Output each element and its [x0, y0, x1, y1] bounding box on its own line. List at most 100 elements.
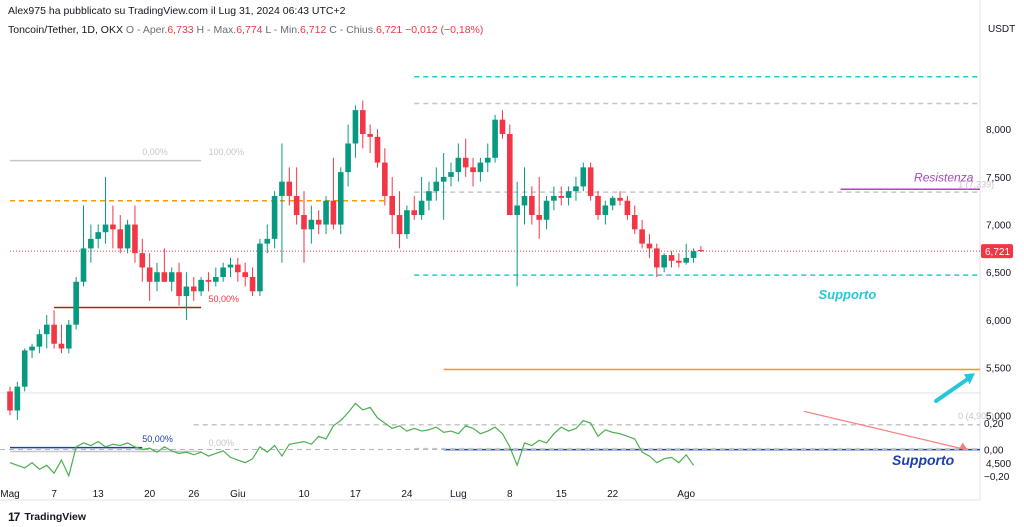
candle-body	[58, 343, 65, 349]
x-tick-label: 15	[556, 489, 568, 500]
candle-body	[205, 279, 212, 282]
last-price-label: 6,721	[985, 247, 1010, 258]
candle-body	[286, 181, 293, 196]
candle-body	[264, 238, 271, 244]
oscillator-trend-line	[803, 410, 966, 451]
candle-body	[66, 324, 72, 349]
candle-body	[418, 200, 425, 216]
x-tick-label: 7	[51, 489, 57, 500]
candle-body	[587, 167, 594, 196]
candle-body	[198, 279, 204, 292]
close-label: C - Chius.	[329, 24, 376, 36]
annotation-text: 100,00%	[208, 147, 244, 157]
publish-info: Alex975 ha pubblicato su TradingView.com…	[8, 5, 346, 17]
candle-body	[117, 229, 124, 249]
candle-body	[124, 224, 131, 249]
candle-body	[382, 162, 388, 196]
osc-tick-label: 0,00	[984, 446, 1004, 457]
open-label: O - Aper.	[125, 24, 168, 36]
candle-body	[176, 272, 182, 297]
candle-body	[14, 386, 21, 411]
candle-body	[227, 264, 234, 268]
candle-body	[477, 162, 484, 173]
candle-body	[220, 267, 226, 277]
candle-body	[580, 167, 587, 187]
candle-body	[235, 264, 241, 273]
candle-body	[21, 350, 28, 387]
candle-body	[492, 119, 498, 158]
candle-body	[161, 272, 168, 282]
low-value: 6,712	[300, 24, 327, 36]
currency-label: USDT	[988, 24, 1015, 35]
x-tick-label: 24	[401, 489, 413, 500]
candle-body	[646, 243, 653, 249]
candle-body	[602, 205, 609, 216]
candle-body	[396, 215, 403, 235]
candle-body	[29, 346, 35, 351]
x-tick-label: 17	[350, 489, 362, 500]
arrow-head-icon	[963, 373, 975, 385]
candle-body	[154, 272, 160, 282]
candle-body	[337, 172, 344, 225]
candle-body	[213, 277, 219, 282]
close-value: 6,721	[375, 24, 403, 36]
y-tick-label: 5,000	[986, 411, 1011, 422]
candle-body	[183, 286, 190, 297]
candle-body	[514, 205, 520, 216]
candle-body	[249, 277, 256, 292]
candle-body	[257, 243, 263, 292]
candle-body	[624, 200, 631, 216]
candle-body	[631, 215, 638, 230]
candle-body	[433, 181, 440, 192]
annotation-text: Supporto	[819, 287, 877, 302]
x-tick-label: 22	[607, 489, 619, 500]
annotation-text: 50,00%	[142, 434, 173, 444]
candle-body	[470, 167, 476, 173]
annotation-text: 0,00%	[208, 438, 234, 448]
candle-body	[293, 195, 300, 216]
arrow-icon	[934, 376, 971, 403]
symbol-legend: Toncoin/Tether, 1D, OKX O - Aper.6,733 H…	[8, 24, 483, 36]
candle-body	[661, 255, 667, 268]
candle-body	[36, 334, 43, 347]
open-value: 6,733	[167, 24, 194, 36]
y-tick-label: 6,000	[986, 316, 1011, 327]
annotation-text: 1 (7,339)	[958, 179, 994, 189]
x-tick-label: 20	[144, 489, 156, 500]
annotation-text: 0 (4,906)	[958, 411, 994, 421]
candle-body	[308, 219, 315, 230]
candle-body	[360, 110, 366, 134]
candle-body	[132, 224, 138, 254]
candle-body	[573, 186, 579, 192]
annotation-text: 50,00%	[208, 294, 239, 304]
candle-body	[529, 195, 535, 216]
candle-body	[521, 195, 528, 206]
y-tick-label: 8,000	[986, 125, 1011, 136]
x-tick-label: Giu	[230, 489, 246, 500]
trend-arrow-head-icon	[959, 442, 968, 450]
annotation-text: 0,00%	[142, 147, 168, 157]
osc-tick-label: 0,20	[984, 419, 1004, 430]
candle-body	[367, 133, 373, 137]
candle-body	[95, 232, 101, 239]
annotation-text: Resistenza	[914, 171, 974, 185]
symbol-name[interactable]: Toncoin/Tether, 1D, OKX	[8, 24, 123, 36]
candle-body	[654, 248, 660, 268]
x-tick-label: 26	[188, 489, 200, 500]
tradingview-brand: TradingView	[24, 511, 87, 523]
candle-body	[536, 215, 542, 220]
tradingview-footer[interactable]: 17 TradingView	[8, 510, 86, 524]
candle-body	[168, 272, 175, 282]
candle-body	[352, 110, 359, 144]
candle-body	[323, 200, 329, 225]
candle-body	[551, 195, 557, 201]
candle-body	[411, 210, 418, 216]
candle-body	[595, 195, 601, 216]
x-tick-label: 13	[93, 489, 105, 500]
candle-body	[484, 157, 491, 163]
candle-body	[609, 197, 616, 206]
candle-body	[499, 119, 506, 134]
candle-body	[690, 251, 697, 258]
candle-body	[330, 200, 337, 225]
